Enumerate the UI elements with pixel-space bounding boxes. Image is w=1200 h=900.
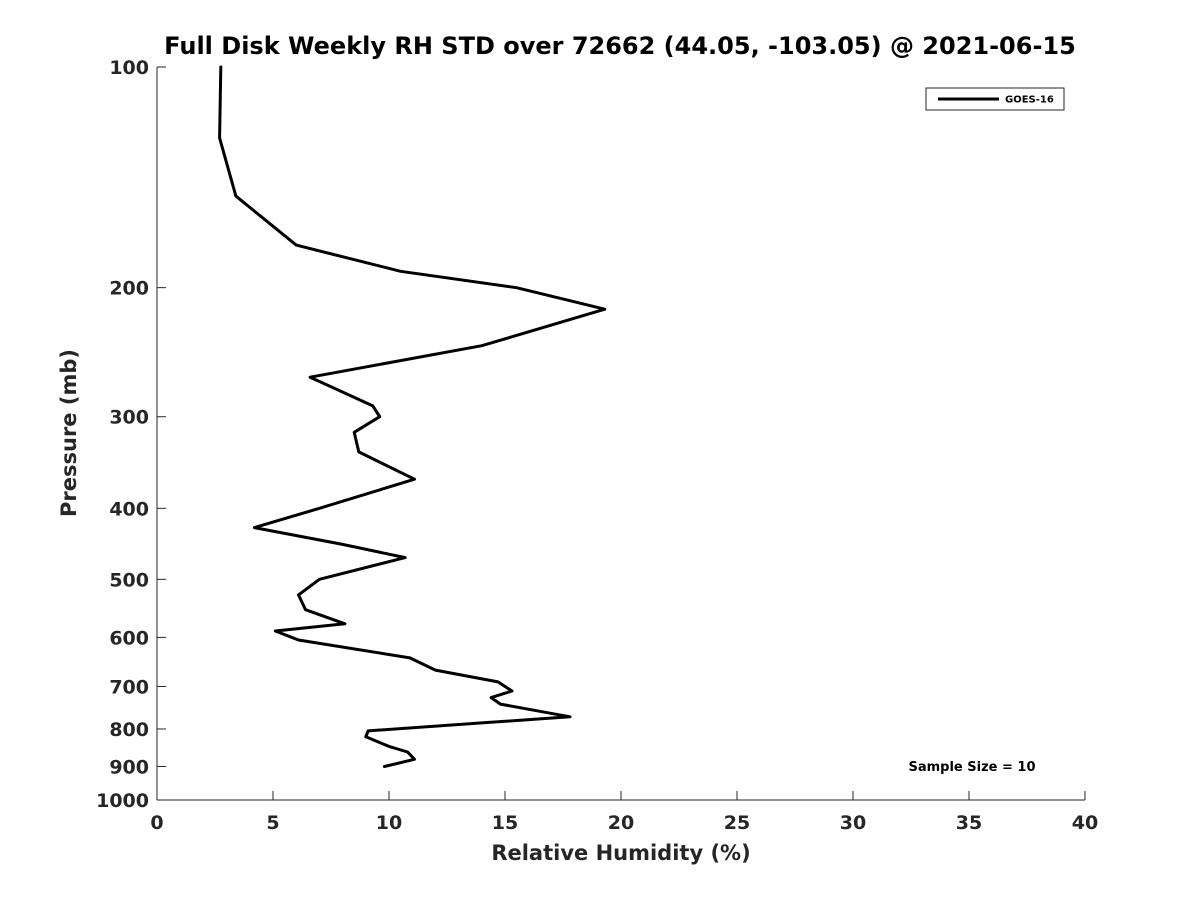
x-axis-ticks: 0 5 10 15 20 25 30 35 40 (150, 791, 1098, 834)
series-layer (218, 65, 607, 768)
plot-axes (156, 67, 1085, 801)
y-tick-label: 500 (109, 569, 149, 591)
x-tick-label: 35 (956, 812, 982, 834)
y-tick-label: 900 (109, 756, 149, 778)
y-tick-label: 700 (109, 676, 149, 698)
x-axis-label: Relative Humidity (%) (491, 841, 750, 865)
y-axis-label: Pressure (mb) (57, 349, 81, 517)
legend: GOES-16 (925, 87, 1065, 111)
x-tick-label: 10 (376, 812, 402, 834)
x-tick-label: 30 (840, 812, 866, 834)
x-tick-label: 25 (724, 812, 750, 834)
x-tick-label: 15 (492, 812, 518, 834)
x-tick-label: 5 (266, 812, 279, 834)
y-tick-label: 100 (109, 57, 149, 79)
series-line-goes-16 (218, 65, 607, 768)
chart-title: Full Disk Weekly RH STD over 72662 (44.0… (164, 32, 1076, 60)
y-tick-label: 200 (109, 278, 149, 300)
x-tick-label: 20 (608, 812, 634, 834)
x-tick-label: 0 (150, 812, 163, 834)
y-axis-ticks: 100 200 300 400 500 600 700 800 900 1000 (96, 57, 166, 812)
y-tick-label: 300 (109, 407, 149, 429)
y-tick-label: 600 (109, 627, 149, 649)
y-tick-label: 400 (109, 498, 149, 520)
y-tick-label: 800 (109, 719, 149, 741)
x-tick-label: 40 (1072, 812, 1098, 834)
sample-size-annotation: Sample Size = 10 (908, 760, 1035, 775)
legend-label-goes-16: GOES-16 (1005, 95, 1054, 106)
y-tick-label: 1000 (96, 790, 149, 812)
